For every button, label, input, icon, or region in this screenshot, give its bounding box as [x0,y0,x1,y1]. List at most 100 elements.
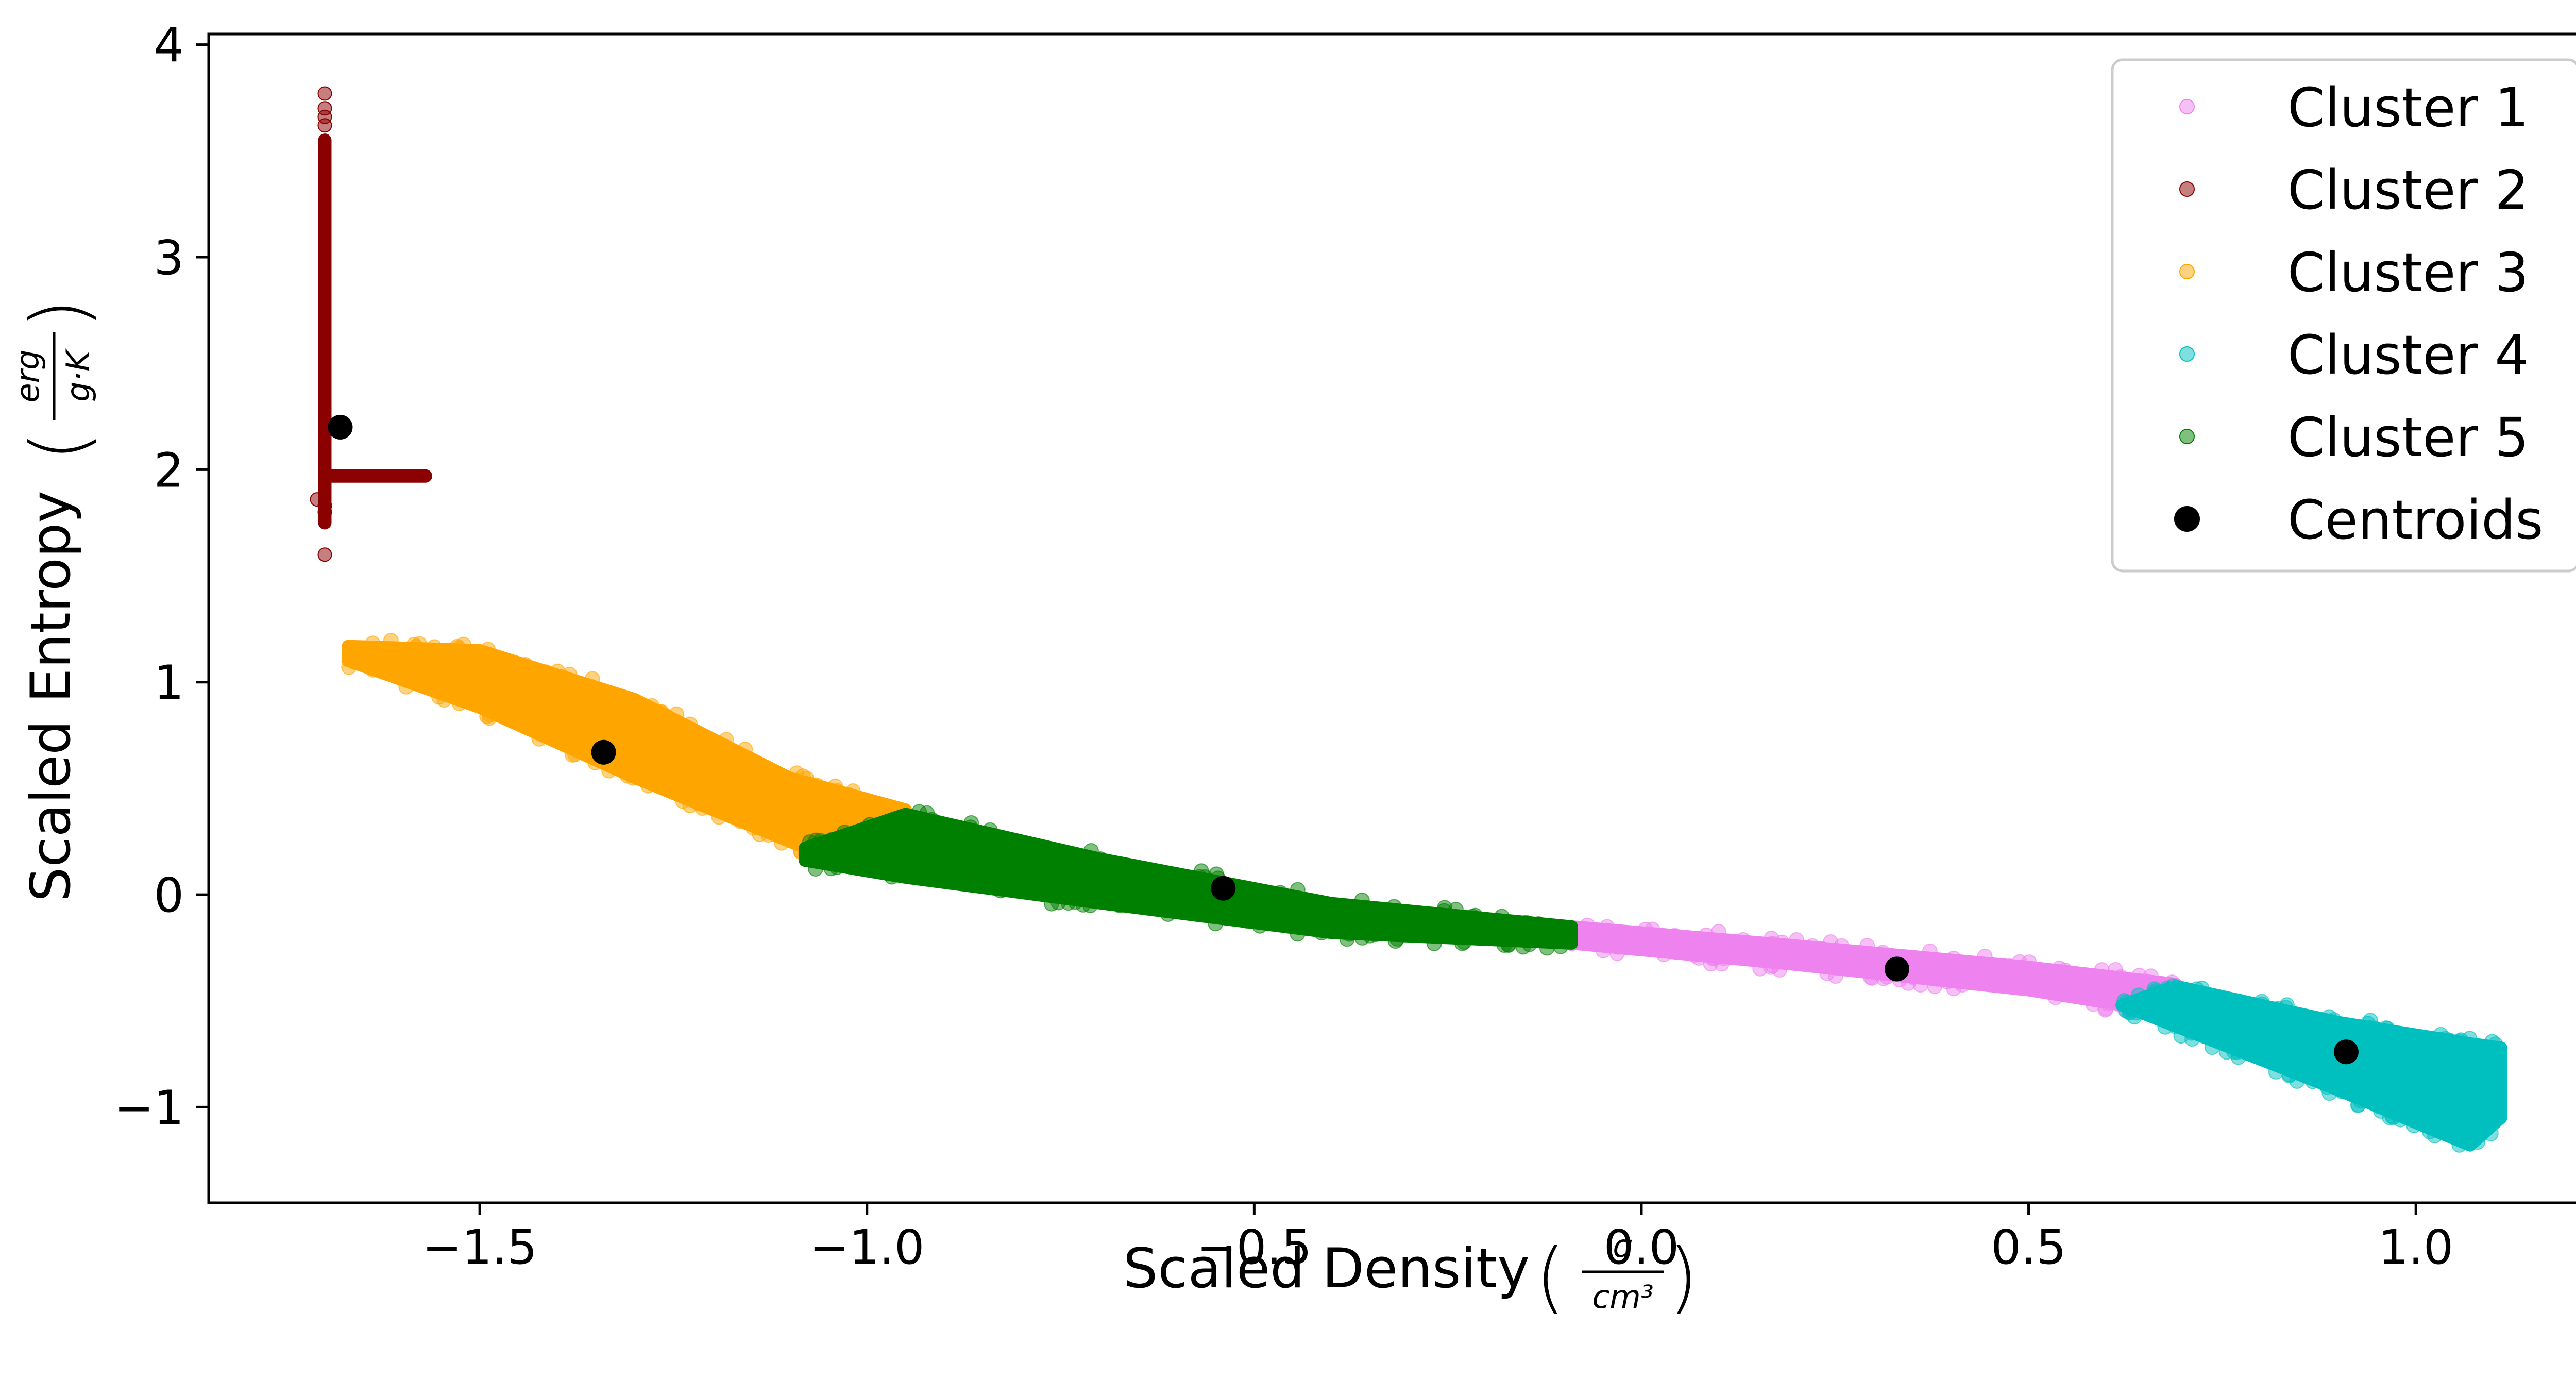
cluster-1-point [2094,962,2110,978]
cluster-4-point [2418,1116,2434,1132]
x-axis-paren-close: ) [1668,1233,1699,1322]
cluster-5-point [993,883,1008,899]
y-axis-title: Scaled Entropy ( erg g·K ) [9,298,105,902]
cluster-2-point [317,86,332,101]
cluster-3-point [365,635,381,651]
cluster-5-point [1494,909,1510,924]
legend-marker-cluster-2 [2179,181,2195,197]
cluster-4-point [2492,1109,2507,1125]
legend-marker-centroids [2174,506,2200,532]
cluster-1-point [1686,947,1702,963]
cluster-3-point [534,664,550,680]
cluster-4-point [2427,1128,2443,1143]
cluster-1-point [2021,954,2037,970]
cluster-3-point [699,731,715,746]
cluster-5-point [928,816,944,832]
cluster-4-point [2270,1001,2286,1017]
cluster-3-point [482,707,498,723]
cluster-1-point [2047,989,2063,1005]
y-tick-label: 0 [154,868,184,923]
cluster-3-point [405,673,421,689]
x-tick-label: 0.0 [1604,1220,1679,1275]
y-tick-label: 3 [154,230,184,285]
cluster-1-point [1609,946,1625,961]
cluster-1-point [1834,938,1850,954]
cluster-1-point [1859,938,1875,953]
cluster-1-point [1774,934,1790,950]
cluster-5-point [1496,937,1512,953]
cluster-5-point [1290,926,1306,942]
cluster-1-point [1703,956,1719,972]
cluster-1-point [1611,924,1626,940]
legend-marker-cluster-5 [2179,429,2195,444]
cluster-1-point [2099,996,2115,1012]
cluster-5-point [884,869,900,885]
cluster-5-point [862,817,877,833]
plot-frame [207,32,2576,1204]
cluster-1-point [1922,943,1938,959]
cluster-5-point [1456,934,1472,950]
cluster-3-point [711,809,727,825]
legend-label-cluster-4: Cluster 4 [2287,324,2529,386]
cluster-1-point [1875,945,1891,961]
cluster-3-point [675,793,691,809]
cluster-5-point [808,861,823,877]
cluster-3-point [774,835,789,851]
cluster-1-point [1656,947,1672,963]
cluster-5-point [1192,906,1208,922]
cluster-5-point [1553,938,1569,954]
cluster-5-point [1386,899,1402,915]
cluster-3-point [718,732,734,748]
x-axis-title: Scaled Density ( g cm³ ) [1123,1227,1699,1322]
legend-marker-cluster-1 [2179,99,2195,114]
cluster-1-point [2002,958,2018,974]
cluster-4-series [2115,978,2507,1153]
cluster-3-point [427,639,443,655]
cluster-1-point [1765,958,1781,974]
cluster-3-point [449,638,465,654]
cluster-5-point [1160,906,1176,922]
legend-label-cluster-1: Cluster 1 [2287,76,2529,139]
cluster-5-point [1530,916,1546,932]
cluster-1-point [1735,932,1751,948]
cluster-5-point [1230,910,1246,926]
centroid-point [328,414,353,440]
cluster-5-point [1539,940,1555,956]
legend-label-cluster-2: Cluster 2 [2287,159,2529,222]
cluster-5-point [1312,920,1328,936]
cluster-3-point [608,688,624,704]
y-axis-paren-close: ) [15,298,105,329]
cluster-1-point [1814,940,1829,956]
centroid-point [1885,956,1909,982]
legend-label-centroids: Centroids [2287,489,2544,551]
legend: Cluster 1 Cluster 2 Cluster 3 Cluster 4 Clus… [2111,58,2576,573]
cluster-5-point [1043,896,1059,912]
centroid-point [591,739,616,765]
cluster-5-density-region [799,808,1578,950]
cluster-3-point [383,633,399,649]
cluster-5-series [799,804,1578,956]
cluster-4-point [2348,1088,2364,1104]
y-axis: −1 0 1 2 3 4 [114,18,209,1135]
y-tick-label: −1 [114,1080,184,1135]
cluster-1-point [1710,923,1726,939]
cluster-5-point [1290,882,1306,898]
cluster-2-series [310,86,432,562]
x-tick-label: −0.5 [1197,1220,1312,1275]
cluster-5-point [1334,923,1350,939]
cluster-4-point [2146,981,2162,997]
cluster-3-point [582,678,598,694]
cluster-1-point [1752,961,1768,977]
cluster-4-point [2231,993,2247,1009]
cluster-4-point [2483,1125,2499,1141]
y-tick-label: 4 [154,18,184,73]
cluster-5-point [1479,929,1495,945]
x-tick-label: −1.0 [809,1220,924,1275]
cluster-3-point [845,783,861,799]
cluster-3-point [451,695,467,711]
cluster-3-point [347,654,363,670]
cluster-5-point [1436,903,1452,919]
cluster-2-point [317,498,332,513]
cluster-5-point [1389,931,1405,947]
cluster-4-point [2157,1019,2173,1035]
